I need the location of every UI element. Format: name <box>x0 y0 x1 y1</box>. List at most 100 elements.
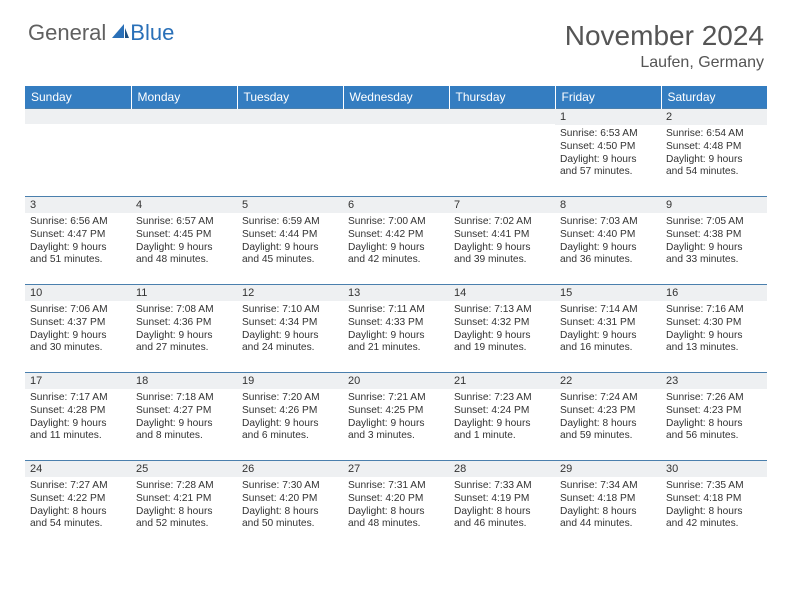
day-number: 10 <box>25 285 131 301</box>
calendar-day: 16Sunrise: 7:16 AMSunset: 4:30 PMDayligh… <box>661 285 767 373</box>
day-info: Sunrise: 7:17 AMSunset: 4:28 PMDaylight:… <box>25 389 131 447</box>
calendar-day: 19Sunrise: 7:20 AMSunset: 4:26 PMDayligh… <box>237 373 343 461</box>
calendar-day: 8Sunrise: 7:03 AMSunset: 4:40 PMDaylight… <box>555 197 661 285</box>
day-header: Tuesday <box>237 86 343 109</box>
calendar-week: 10Sunrise: 7:06 AMSunset: 4:37 PMDayligh… <box>25 285 767 373</box>
calendar-day: 21Sunrise: 7:23 AMSunset: 4:24 PMDayligh… <box>449 373 555 461</box>
calendar-day: 6Sunrise: 7:00 AMSunset: 4:42 PMDaylight… <box>343 197 449 285</box>
calendar-day <box>449 109 555 197</box>
day-info: Sunrise: 7:30 AMSunset: 4:20 PMDaylight:… <box>237 477 343 535</box>
calendar-day: 4Sunrise: 6:57 AMSunset: 4:45 PMDaylight… <box>131 197 237 285</box>
day-number: 1 <box>555 109 661 125</box>
day-info: Sunrise: 7:18 AMSunset: 4:27 PMDaylight:… <box>131 389 237 447</box>
day-number: 25 <box>131 461 237 477</box>
calendar-day <box>131 109 237 197</box>
day-number: 24 <box>25 461 131 477</box>
day-number: 29 <box>555 461 661 477</box>
calendar-day: 15Sunrise: 7:14 AMSunset: 4:31 PMDayligh… <box>555 285 661 373</box>
calendar-day: 2Sunrise: 6:54 AMSunset: 4:48 PMDaylight… <box>661 109 767 197</box>
calendar-day <box>237 109 343 197</box>
day-info: Sunrise: 6:59 AMSunset: 4:44 PMDaylight:… <box>237 213 343 271</box>
day-number: 28 <box>449 461 555 477</box>
day-info: Sunrise: 7:16 AMSunset: 4:30 PMDaylight:… <box>661 301 767 359</box>
day-number: 15 <box>555 285 661 301</box>
day-number: 3 <box>25 197 131 213</box>
day-info: Sunrise: 7:05 AMSunset: 4:38 PMDaylight:… <box>661 213 767 271</box>
day-info: Sunrise: 7:03 AMSunset: 4:40 PMDaylight:… <box>555 213 661 271</box>
day-info: Sunrise: 7:23 AMSunset: 4:24 PMDaylight:… <box>449 389 555 447</box>
calendar-day: 26Sunrise: 7:30 AMSunset: 4:20 PMDayligh… <box>237 461 343 549</box>
day-info: Sunrise: 7:34 AMSunset: 4:18 PMDaylight:… <box>555 477 661 535</box>
day-info: Sunrise: 7:24 AMSunset: 4:23 PMDaylight:… <box>555 389 661 447</box>
calendar-day <box>25 109 131 197</box>
calendar-day: 27Sunrise: 7:31 AMSunset: 4:20 PMDayligh… <box>343 461 449 549</box>
day-number: 17 <box>25 373 131 389</box>
day-info: Sunrise: 6:54 AMSunset: 4:48 PMDaylight:… <box>661 125 767 183</box>
day-number: 26 <box>237 461 343 477</box>
day-number: 16 <box>661 285 767 301</box>
calendar-day: 9Sunrise: 7:05 AMSunset: 4:38 PMDaylight… <box>661 197 767 285</box>
day-info: Sunrise: 7:20 AMSunset: 4:26 PMDaylight:… <box>237 389 343 447</box>
day-number: 2 <box>661 109 767 125</box>
day-info: Sunrise: 6:57 AMSunset: 4:45 PMDaylight:… <box>131 213 237 271</box>
day-number <box>343 109 449 124</box>
logo-text-general: General <box>28 20 106 46</box>
calendar-week: 24Sunrise: 7:27 AMSunset: 4:22 PMDayligh… <box>25 461 767 549</box>
day-number: 20 <box>343 373 449 389</box>
day-info: Sunrise: 7:33 AMSunset: 4:19 PMDaylight:… <box>449 477 555 535</box>
day-info: Sunrise: 7:14 AMSunset: 4:31 PMDaylight:… <box>555 301 661 359</box>
calendar-day: 3Sunrise: 6:56 AMSunset: 4:47 PMDaylight… <box>25 197 131 285</box>
logo: General Blue <box>28 20 174 46</box>
day-number: 8 <box>555 197 661 213</box>
day-number: 7 <box>449 197 555 213</box>
day-number: 4 <box>131 197 237 213</box>
day-number: 9 <box>661 197 767 213</box>
day-number <box>237 109 343 124</box>
calendar-day: 11Sunrise: 7:08 AMSunset: 4:36 PMDayligh… <box>131 285 237 373</box>
calendar-day: 24Sunrise: 7:27 AMSunset: 4:22 PMDayligh… <box>25 461 131 549</box>
day-info: Sunrise: 7:28 AMSunset: 4:21 PMDaylight:… <box>131 477 237 535</box>
calendar-week: 1Sunrise: 6:53 AMSunset: 4:50 PMDaylight… <box>25 109 767 197</box>
calendar-day: 25Sunrise: 7:28 AMSunset: 4:21 PMDayligh… <box>131 461 237 549</box>
day-info: Sunrise: 6:56 AMSunset: 4:47 PMDaylight:… <box>25 213 131 271</box>
day-info: Sunrise: 7:02 AMSunset: 4:41 PMDaylight:… <box>449 213 555 271</box>
calendar-day: 29Sunrise: 7:34 AMSunset: 4:18 PMDayligh… <box>555 461 661 549</box>
day-number <box>449 109 555 124</box>
title-block: November 2024 Laufen, Germany <box>565 20 764 72</box>
calendar-day: 10Sunrise: 7:06 AMSunset: 4:37 PMDayligh… <box>25 285 131 373</box>
day-number <box>25 109 131 124</box>
day-number: 14 <box>449 285 555 301</box>
day-info: Sunrise: 7:08 AMSunset: 4:36 PMDaylight:… <box>131 301 237 359</box>
day-number: 21 <box>449 373 555 389</box>
calendar-day: 28Sunrise: 7:33 AMSunset: 4:19 PMDayligh… <box>449 461 555 549</box>
location: Laufen, Germany <box>565 54 764 72</box>
calendar-day: 18Sunrise: 7:18 AMSunset: 4:27 PMDayligh… <box>131 373 237 461</box>
calendar-day: 5Sunrise: 6:59 AMSunset: 4:44 PMDaylight… <box>237 197 343 285</box>
day-info: Sunrise: 7:31 AMSunset: 4:20 PMDaylight:… <box>343 477 449 535</box>
day-info: Sunrise: 7:35 AMSunset: 4:18 PMDaylight:… <box>661 477 767 535</box>
day-number: 13 <box>343 285 449 301</box>
day-number: 12 <box>237 285 343 301</box>
day-number: 30 <box>661 461 767 477</box>
day-info: Sunrise: 7:06 AMSunset: 4:37 PMDaylight:… <box>25 301 131 359</box>
day-number: 19 <box>237 373 343 389</box>
day-number: 11 <box>131 285 237 301</box>
calendar-day: 17Sunrise: 7:17 AMSunset: 4:28 PMDayligh… <box>25 373 131 461</box>
calendar-day: 20Sunrise: 7:21 AMSunset: 4:25 PMDayligh… <box>343 373 449 461</box>
day-info: Sunrise: 7:21 AMSunset: 4:25 PMDaylight:… <box>343 389 449 447</box>
day-header: Saturday <box>661 86 767 109</box>
calendar-day: 30Sunrise: 7:35 AMSunset: 4:18 PMDayligh… <box>661 461 767 549</box>
day-info: Sunrise: 7:27 AMSunset: 4:22 PMDaylight:… <box>25 477 131 535</box>
calendar-day <box>343 109 449 197</box>
day-info: Sunrise: 7:10 AMSunset: 4:34 PMDaylight:… <box>237 301 343 359</box>
calendar-day: 22Sunrise: 7:24 AMSunset: 4:23 PMDayligh… <box>555 373 661 461</box>
header: General Blue November 2024 Laufen, Germa… <box>0 0 792 78</box>
day-header: Thursday <box>449 86 555 109</box>
day-number: 6 <box>343 197 449 213</box>
day-number: 5 <box>237 197 343 213</box>
day-info: Sunrise: 7:00 AMSunset: 4:42 PMDaylight:… <box>343 213 449 271</box>
day-header: Friday <box>555 86 661 109</box>
calendar-week: 3Sunrise: 6:56 AMSunset: 4:47 PMDaylight… <box>25 197 767 285</box>
day-header: Wednesday <box>343 86 449 109</box>
day-number: 27 <box>343 461 449 477</box>
